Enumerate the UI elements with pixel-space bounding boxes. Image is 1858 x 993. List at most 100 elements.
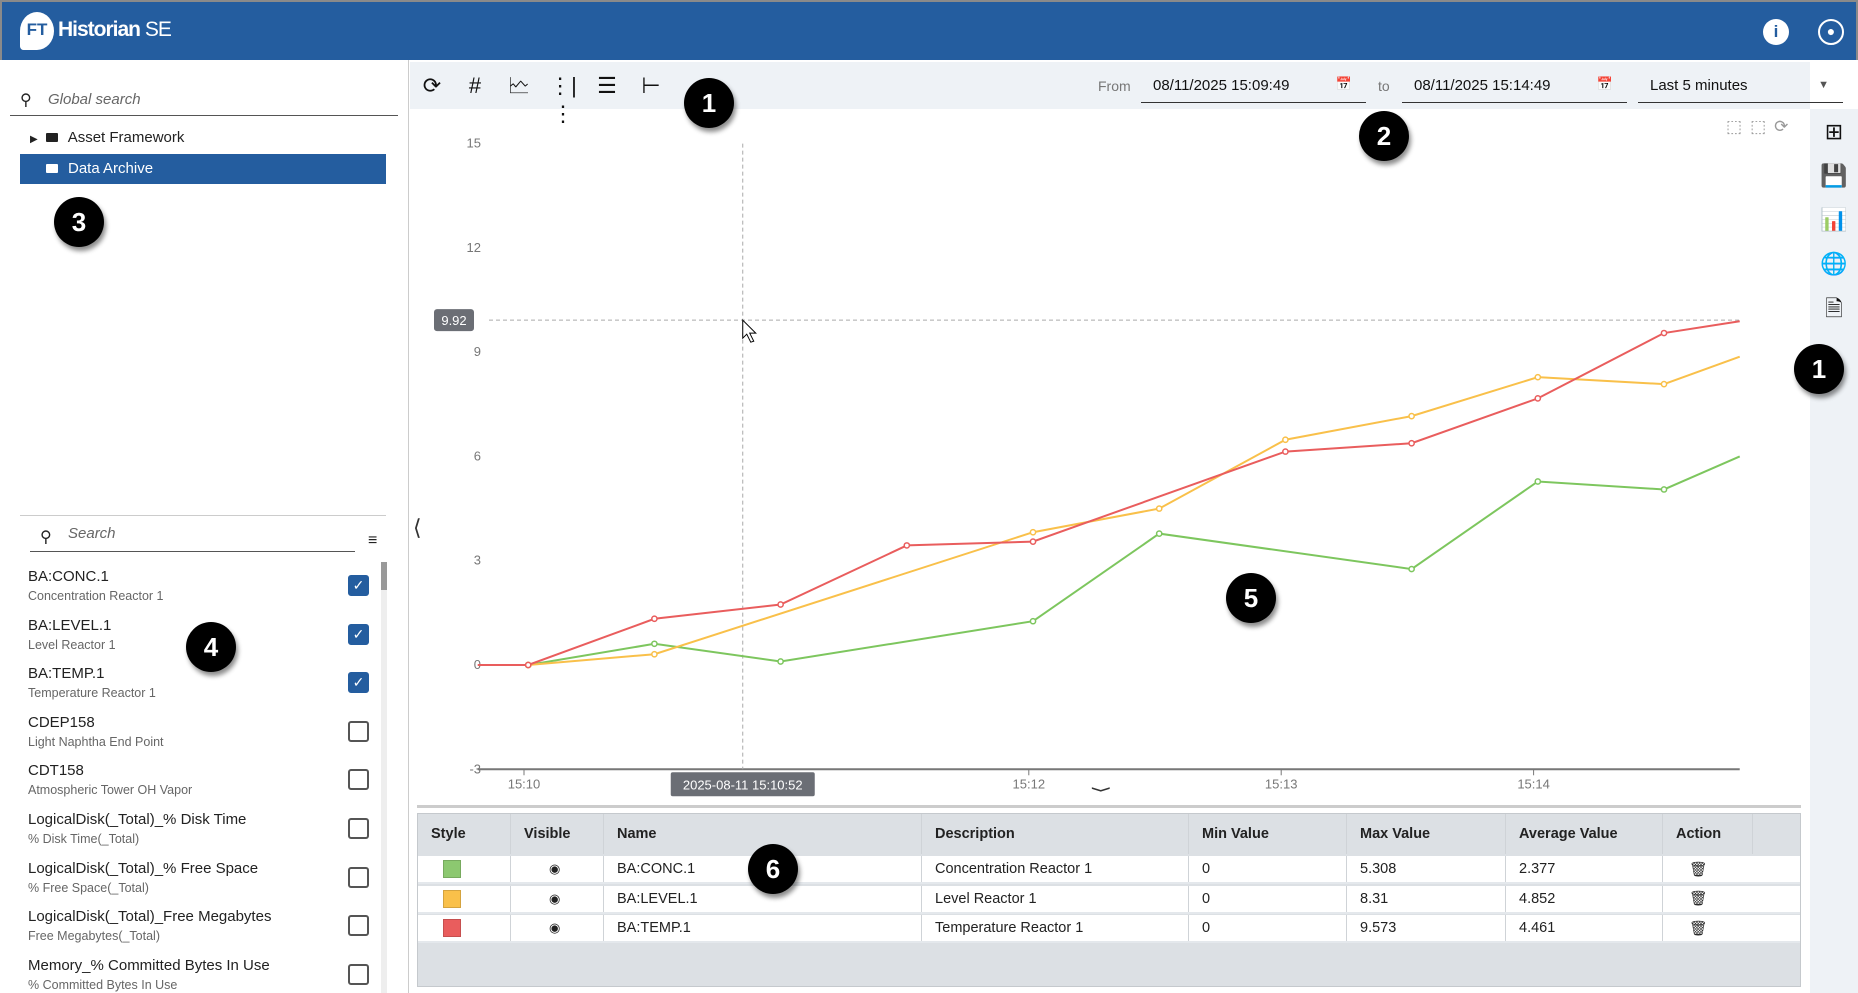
- max-value-cell: 5.308: [1347, 856, 1506, 882]
- caret-right-icon[interactable]: ▶: [30, 134, 38, 145]
- collapse-left-icon[interactable]: ⟨: [413, 515, 422, 540]
- globe-clock-icon[interactable]: 🌐: [1820, 251, 1848, 276]
- eye-icon[interactable]: ◉: [511, 885, 604, 912]
- table-row[interactable]: ◉ BA:TEMP.1 Temperature Reactor 1 0 9.57…: [418, 915, 1800, 943]
- horizontal-lines-icon[interactable]: ☰: [597, 73, 617, 98]
- tag-name: BA:CONC.1: [28, 568, 109, 585]
- save-icon[interactable]: 💾: [1820, 163, 1848, 188]
- y-tick-label: 6: [474, 448, 481, 463]
- callout-badge: 4: [186, 622, 236, 672]
- color-swatch[interactable]: [443, 919, 461, 937]
- tag-checkbox[interactable]: [348, 915, 369, 937]
- max-value-cell: 8.31: [1347, 885, 1506, 912]
- account-icon[interactable]: ●: [1818, 19, 1844, 45]
- tag-name: LogicalDisk(_Total)_Free Megabytes: [28, 908, 272, 926]
- zoom-back-icon[interactable]: ⬚: [1750, 117, 1775, 136]
- tag-description: % Committed Bytes In Use: [28, 977, 178, 992]
- color-swatch[interactable]: [443, 860, 461, 878]
- column-header[interactable]: Min Value: [1189, 814, 1347, 854]
- tag-checkbox[interactable]: [348, 720, 369, 742]
- refresh-chart-icon[interactable]: ⟳: [422, 73, 442, 98]
- eye-icon[interactable]: ◉: [511, 856, 604, 882]
- tag-list-item[interactable]: BA:LEVEL.1 Level Reactor 1 ✓: [28, 615, 378, 663]
- tag-checkbox[interactable]: [348, 866, 369, 888]
- app-logo: FT: [20, 12, 54, 50]
- tag-list-item[interactable]: LogicalDisk(_Total)_Free Megabytes Free M…: [28, 906, 378, 954]
- sort-list-icon[interactable]: ≡: [368, 532, 378, 549]
- x-tick-label: 15:13: [1265, 776, 1298, 791]
- axis-icon[interactable]: ⊢: [641, 73, 661, 98]
- trend-icon[interactable]: 🗠: [507, 73, 531, 98]
- tag-name: CDEP158: [28, 713, 95, 731]
- column-header[interactable]: Max Value: [1347, 814, 1506, 854]
- reset-zoom-icon[interactable]: ⟳: [1774, 117, 1797, 136]
- data-point: [1155, 530, 1163, 537]
- from-value: 08/11/2025 15:09:49: [1153, 77, 1290, 94]
- calendar-icon[interactable]: 📅: [1596, 76, 1613, 91]
- tag-description: Atmospheric Tower OH Vapor: [28, 783, 193, 798]
- description-cell: Level Reactor 1: [922, 885, 1189, 912]
- zoom-select-icon[interactable]: ⬚: [1726, 117, 1751, 136]
- tag-checkbox[interactable]: [348, 769, 369, 791]
- from-datetime-input[interactable]: 08/11/2025 15:09:49 📅: [1141, 70, 1366, 103]
- style-cell[interactable]: [418, 915, 511, 941]
- tag-checkbox[interactable]: [348, 818, 369, 839]
- column-header[interactable]: Description: [922, 814, 1189, 854]
- grid-icon[interactable]: #: [468, 73, 482, 98]
- tag-checkbox[interactable]: [348, 963, 369, 985]
- bar-chart-icon[interactable]: 📊: [1820, 207, 1848, 232]
- column-header[interactable]: Action: [1663, 814, 1753, 854]
- add-trend-icon[interactable]: ⊞: [1824, 119, 1844, 144]
- export-icon[interactable]: 🗎: [1825, 296, 1843, 321]
- tag-checkbox[interactable]: ✓: [348, 623, 369, 645]
- callout-badge: 3: [54, 197, 104, 247]
- tree-item-data-archive[interactable]: Data Archive: [20, 154, 386, 184]
- calendar-icon[interactable]: 📅: [1335, 76, 1352, 91]
- tag-list-item[interactable]: Memory_% Committed Bytes In Use % Committ…: [28, 955, 378, 993]
- eye-icon[interactable]: ◉: [511, 915, 604, 941]
- trash-icon[interactable]: 🗑: [1689, 920, 1708, 937]
- tag-list-item[interactable]: BA:TEMP.1 Temperature Reactor 1 ✓: [28, 663, 378, 711]
- tag-list: BA:CONC.1 Concentration Reactor 1 ✓ BA:LEVE…: [0, 562, 409, 993]
- info-icon[interactable]: i: [1763, 19, 1789, 45]
- style-cell[interactable]: [418, 856, 511, 882]
- tag-list-item[interactable]: BA:CONC.1 Concentration Reactor 1 ✓: [28, 566, 378, 614]
- trash-icon[interactable]: 🗑: [1689, 891, 1708, 907]
- tag-list-item[interactable]: CDT158 Atmospheric Tower OH Vapor: [28, 760, 378, 808]
- crosshair-time: 2025-08-11 15:10:52: [683, 777, 803, 792]
- description-cell: Temperature Reactor 1: [922, 915, 1189, 941]
- data-point: [1029, 538, 1037, 545]
- data-point: [1408, 412, 1415, 420]
- to-datetime-input[interactable]: 08/11/2025 15:14:49 📅: [1402, 70, 1627, 103]
- folder-icon: [45, 133, 58, 142]
- search-icon: ⚲: [20, 92, 32, 109]
- tag-list-scrollbar[interactable]: [381, 562, 387, 993]
- column-header[interactable]: Name: [604, 814, 922, 854]
- column-header[interactable]: Average Value: [1506, 814, 1663, 854]
- tag-checkbox[interactable]: ✓: [348, 575, 369, 596]
- tag-list-item[interactable]: LogicalDisk(_Total)_% Free Space % Free S…: [28, 858, 378, 906]
- tag-list-item[interactable]: CDEP158 Light Naphtha End Point: [28, 712, 378, 760]
- data-point: [903, 542, 911, 549]
- tree-item-asset-framework[interactable]: ▶ Asset Framework: [30, 129, 184, 146]
- table-row[interactable]: ◉ BA:LEVEL.1 Level Reactor 1 0 8.31 4.85…: [418, 885, 1800, 914]
- time-range-select[interactable]: Last 5 minutes ▼: [1638, 70, 1843, 103]
- style-cell[interactable]: [418, 885, 511, 912]
- tag-checkbox[interactable]: ✓: [348, 672, 369, 694]
- average-value-cell: 4.852: [1506, 885, 1663, 912]
- tag-description: Free Megabytes(_Total): [28, 929, 161, 944]
- trend-chart[interactable]: 15 12 9 6 3 0 -3 15:10 15:12 15:13 15:14 9.92 2025-0…: [409, 109, 1810, 809]
- data-point: [1282, 436, 1289, 444]
- trash-icon[interactable]: 🗑: [1689, 861, 1708, 878]
- column-header[interactable]: Visible: [511, 814, 604, 854]
- tag-search-input[interactable]: ⚲ Search: [30, 520, 355, 552]
- table-row[interactable]: ◉ BA:CONC.1 Concentration Reactor 1 0 5.…: [418, 856, 1800, 884]
- color-swatch[interactable]: [443, 889, 461, 908]
- average-value-cell: 4.461: [1506, 915, 1663, 941]
- column-header[interactable]: Style: [418, 814, 511, 854]
- vertical-cursor-icon[interactable]: ⋮|⋮: [549, 73, 577, 126]
- tag-list-item[interactable]: LogicalDisk(_Total)_% Disk Time % Disk Ti…: [28, 809, 378, 857]
- tree-item-label: Asset Framework: [67, 129, 185, 146]
- global-search-input[interactable]: ⚲ Global search: [10, 84, 398, 116]
- crosshair-time-badge: [670, 772, 815, 797]
